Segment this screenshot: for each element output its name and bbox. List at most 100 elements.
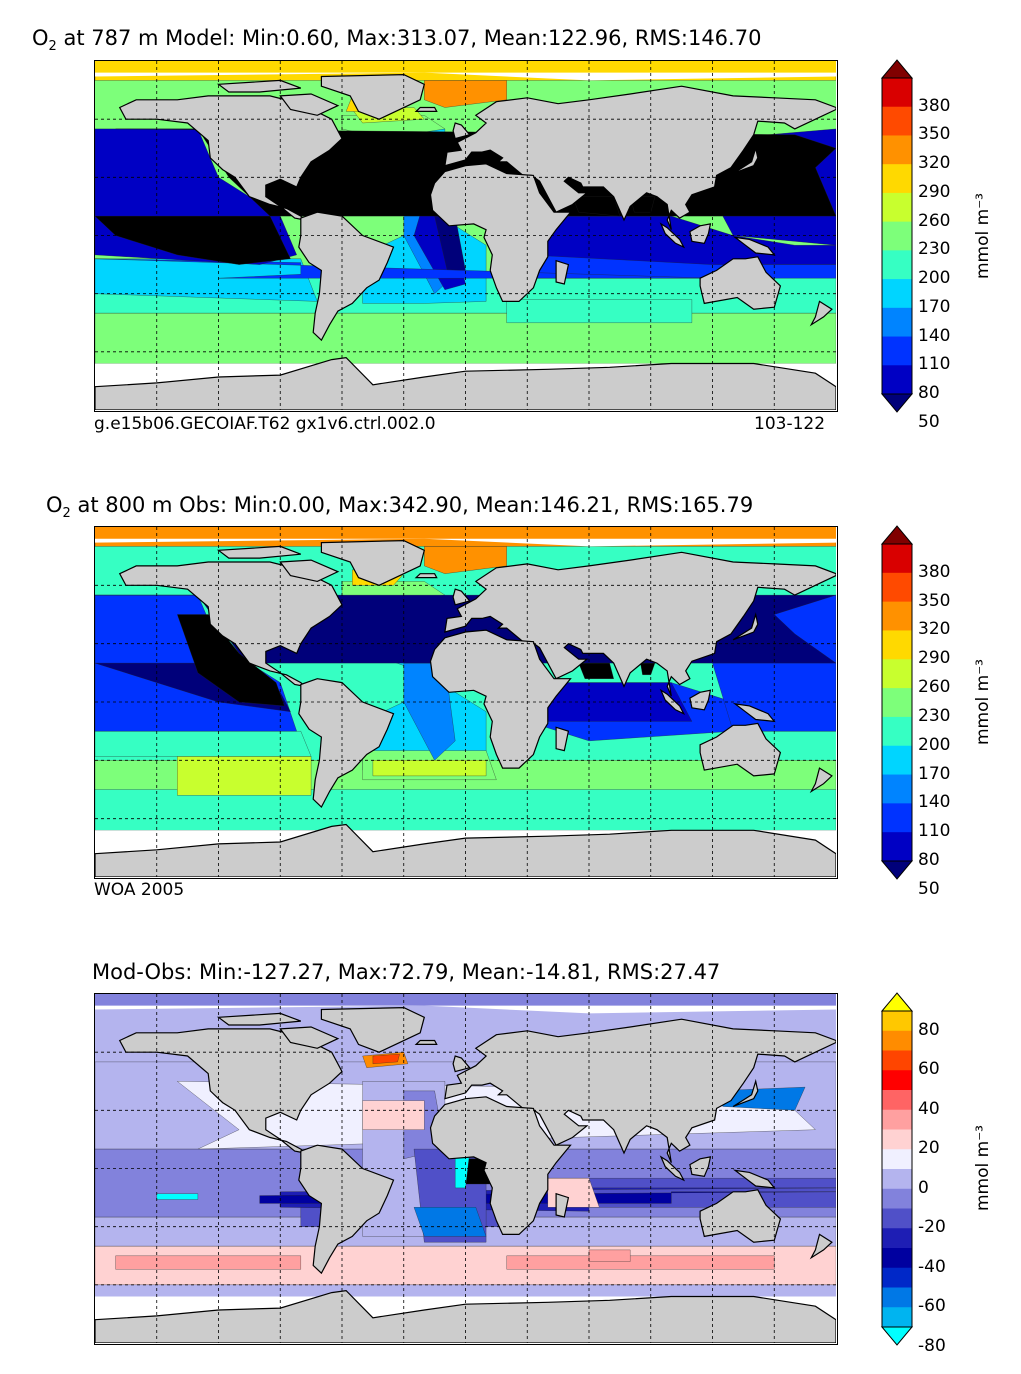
colorbar-extend-min — [880, 1326, 914, 1346]
contour-region — [156, 1193, 199, 1200]
colorbar-swatch — [882, 572, 912, 603]
contour-region — [372, 760, 487, 777]
colorbar-tick-label: 260 — [918, 210, 951, 231]
colorbar-swatch — [882, 1070, 912, 1091]
colorbar-tick-label: 80 — [918, 383, 940, 403]
colorbar-swatch — [882, 336, 912, 366]
colorbar-swatch — [882, 774, 912, 804]
colorbar-tick-label: 200 — [918, 268, 951, 289]
colorbar-tick-label: 350 — [918, 124, 951, 145]
colorbar-tick-label: 170 — [918, 763, 951, 784]
colorbar-swatch — [882, 365, 912, 395]
land-newZealand — [809, 767, 833, 794]
colorbar-swatch — [882, 279, 912, 309]
land-borneo — [689, 1156, 712, 1177]
land-newZealand — [809, 300, 833, 327]
colorbar-swatch — [882, 1149, 912, 1170]
colorbar-swatch — [882, 803, 912, 833]
contour-region — [115, 1255, 302, 1270]
colorbar-swatch — [882, 688, 912, 718]
colorbar-swatch — [882, 1228, 912, 1249]
colorbar-swatch — [882, 135, 912, 165]
colorbar-tick-label: 0 — [918, 1177, 929, 1198]
land-borneo — [689, 223, 712, 244]
colorbar-swatch — [882, 164, 912, 194]
land-baffin — [279, 93, 340, 116]
colorbar-swatch — [882, 250, 912, 280]
land-antarctica — [95, 356, 836, 410]
contour-region — [578, 662, 615, 679]
land-australia — [699, 722, 782, 777]
colorbar-swatch — [882, 716, 912, 747]
land-japan — [732, 1078, 759, 1108]
colorbar-swatch — [882, 1307, 912, 1328]
land-africa — [429, 1096, 572, 1235]
colorbar-swatch — [882, 1050, 912, 1071]
colorbar-tick-label: 60 — [918, 1059, 940, 1080]
colorbar-swatch — [882, 1287, 912, 1308]
colorbar-tick-label: 110 — [918, 354, 951, 375]
colorbar — [880, 59, 914, 413]
land-eurasia — [444, 551, 836, 697]
colorbar-swatch — [882, 1169, 912, 1190]
contour-region — [506, 1255, 775, 1270]
colorbar-tick-label: 110 — [918, 821, 951, 842]
land-baffin — [279, 1026, 340, 1049]
colorbar-tick-label: 140 — [918, 792, 951, 813]
colorbar-swatch — [882, 1129, 912, 1150]
colorbar-tick-label: 40 — [918, 1098, 940, 1119]
land-southAmerica — [298, 1144, 395, 1275]
colorbar-swatch — [882, 630, 912, 660]
colorbar-swatch — [882, 1011, 912, 1032]
colorbar-tick-label: 80 — [918, 1019, 940, 1040]
colorbar-tick-label: 50 — [918, 878, 940, 899]
land-japan — [732, 145, 759, 175]
colorbar-swatch — [882, 544, 912, 574]
colorbar-swatch — [882, 192, 912, 223]
colorbar-swatch — [882, 1109, 912, 1130]
land-africa — [429, 163, 572, 302]
land-iceland — [414, 106, 438, 113]
colorbar-swatch — [882, 1188, 912, 1209]
colorbar-swatch — [882, 221, 912, 251]
colorbar-tick-label: 350 — [918, 590, 951, 611]
colorbar-tick-label: 320 — [918, 619, 951, 640]
colorbar-tick-label: 380 — [918, 95, 951, 116]
land-eurasia — [444, 85, 836, 230]
obs-panel: O2 at 800 m Obs: Min:0.00, Max:342.90, M… — [46, 493, 993, 900]
land-australia — [699, 1189, 782, 1243]
map-plot — [94, 993, 838, 1345]
years-label: 103-122 — [754, 414, 826, 434]
colorbar-tick-label: 140 — [918, 325, 951, 346]
colorbar-unit: mmol m⁻³ — [973, 1125, 993, 1211]
colorbar-tick-label: 80 — [918, 850, 940, 870]
land-borneo — [689, 689, 712, 711]
land-canArctic — [216, 1012, 302, 1026]
colorbar-tick-label: -40 — [918, 1256, 946, 1277]
colorbar-tick-label: -80 — [918, 1335, 946, 1356]
panel-title: O2 at 800 m Obs: Min:0.00, Max:342.90, M… — [46, 493, 754, 522]
experiment-label: g.e15b06.GECOIAF.T62 gx1v6.ctrl.002.0 — [94, 414, 436, 434]
colorbar-tick-label: 20 — [918, 1138, 940, 1159]
colorbar-tick-label: -60 — [918, 1296, 946, 1317]
colorbar-tick-label: -20 — [918, 1217, 946, 1238]
land-southAmerica — [298, 678, 395, 808]
land-japan — [732, 612, 759, 641]
land-madagascar — [555, 1192, 570, 1218]
land-madagascar — [555, 259, 570, 285]
colorbar-tick-label: 230 — [918, 239, 951, 260]
land-newZealand — [809, 1233, 833, 1260]
colorbar-swatch — [882, 1248, 912, 1269]
land-eurasia — [444, 1018, 836, 1163]
colorbar-tick-label: 170 — [918, 296, 951, 317]
land-iceland — [414, 1039, 438, 1046]
land-australia — [699, 256, 782, 310]
colorbar-swatch — [882, 1208, 912, 1229]
colorbar-swatch — [882, 1030, 912, 1051]
colorbar-tick-label: 320 — [918, 153, 951, 174]
land-southAmerica — [298, 211, 395, 342]
contour-region — [372, 1053, 400, 1065]
colorbar-tick-label: 200 — [918, 734, 951, 755]
contour-region — [506, 299, 693, 324]
